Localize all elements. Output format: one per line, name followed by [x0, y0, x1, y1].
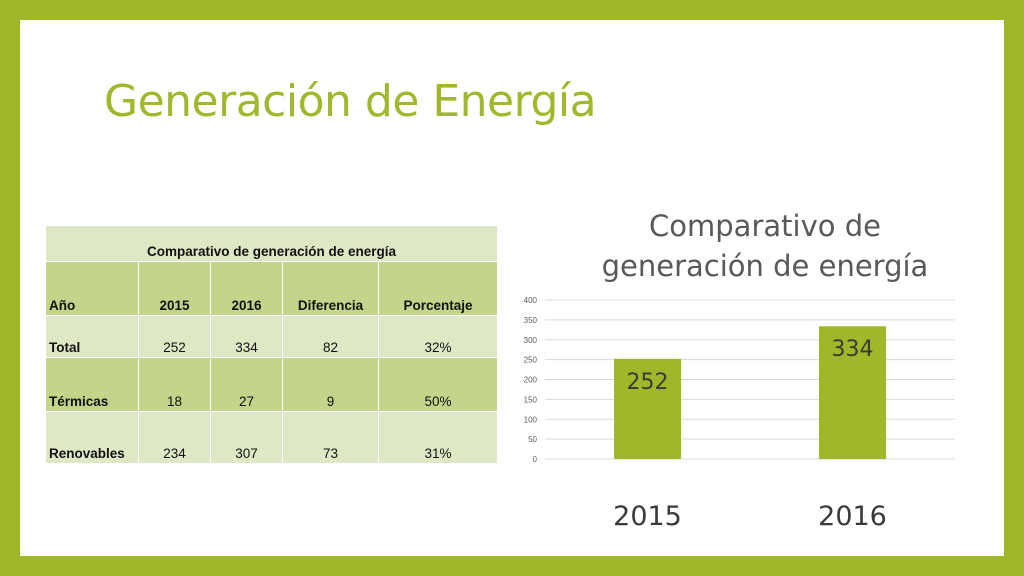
- table-cell: 31%: [377, 411, 499, 464]
- table-cell: 27: [210, 357, 283, 412]
- table-cell: Renovables: [45, 411, 139, 464]
- table-cell: 252: [138, 315, 211, 358]
- table-header-row: Año 2015 2016 Diferencia Porcentaje: [45, 261, 499, 316]
- chart-title-line: Comparativo de: [649, 209, 881, 243]
- table-row: Renovables 234 307 73 31%: [45, 411, 499, 464]
- y-tick-label: 150: [524, 395, 538, 404]
- table-row: Total 252 334 82 32%: [45, 315, 499, 358]
- header-cell: 2016: [210, 261, 283, 316]
- data-label: 334: [832, 337, 874, 362]
- table-cell: 82: [282, 315, 379, 358]
- table-cell: 32%: [377, 315, 499, 358]
- table-cell: 234: [138, 411, 211, 464]
- header-cell: Diferencia: [282, 261, 379, 316]
- table-cell: 50%: [377, 357, 499, 412]
- bar: [819, 326, 886, 459]
- y-tick-label: 350: [524, 316, 538, 325]
- table-cell: Térmicas: [45, 357, 139, 412]
- bar: [614, 358, 681, 459]
- table-cell: 307: [210, 411, 283, 464]
- table-caption: Comparativo de generación de energía: [44, 225, 499, 262]
- x-category-label: 2016: [818, 501, 887, 532]
- y-tick-label: 250: [524, 356, 538, 365]
- table-caption-row: Comparativo de generación de energía: [44, 225, 499, 262]
- slide: Generación de Energía Comparativo de gen…: [20, 20, 1004, 556]
- slide-title: Generación de Energía: [104, 76, 597, 127]
- y-tick-label: 300: [524, 336, 538, 345]
- chart-title-line: generación de energía: [601, 249, 929, 283]
- y-tick-label: 50: [528, 435, 537, 444]
- table-cell: 334: [210, 315, 283, 358]
- header-cell: 2015: [138, 261, 211, 316]
- table-cell: 73: [282, 411, 379, 464]
- table-cell: 9: [282, 357, 379, 412]
- chart-title: Comparativo de generación de energía: [555, 206, 975, 286]
- y-tick-label: 200: [524, 376, 538, 385]
- table-cell: 18: [138, 357, 211, 412]
- header-cell: Año: [45, 261, 139, 316]
- y-tick-label: 0: [533, 455, 538, 464]
- energy-table: Comparativo de generación de energía Año…: [44, 225, 499, 464]
- header-cell: Porcentaje: [377, 261, 499, 316]
- bar-chart: 0 50 100 150 200 250 300 350 400 252 2015 334 2016: [524, 296, 955, 532]
- table-row: Térmicas 18 27 9 50%: [45, 357, 499, 412]
- data-label: 252: [627, 370, 669, 395]
- y-tick-label: 400: [524, 296, 538, 305]
- x-category-label: 2015: [613, 501, 682, 532]
- table-cell: Total: [45, 315, 139, 358]
- y-tick-label: 100: [524, 415, 538, 424]
